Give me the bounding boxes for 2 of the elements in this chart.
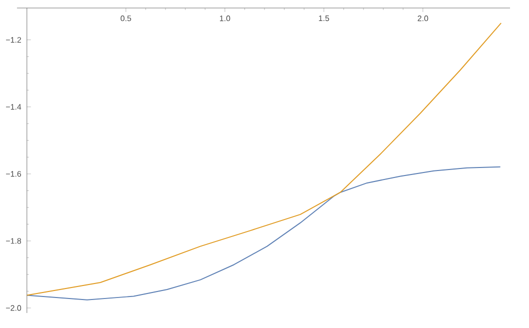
line-series <box>26 166 501 300</box>
line-series <box>26 22 502 296</box>
